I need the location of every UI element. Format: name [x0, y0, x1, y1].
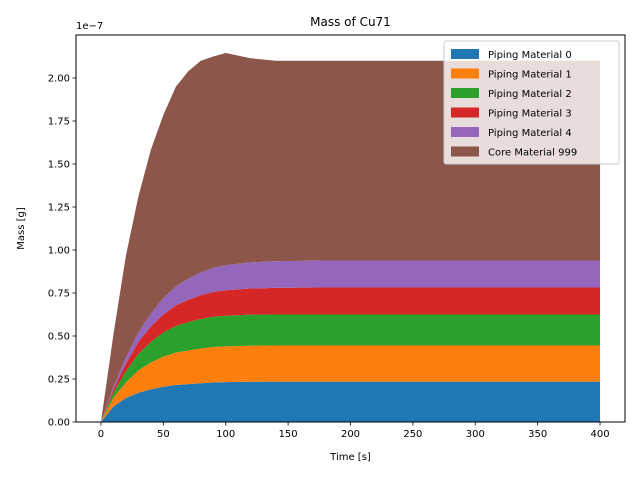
x-tick-label: 350: [528, 429, 547, 440]
legend-label: Piping Material 3: [488, 109, 572, 120]
area-series-3: [100, 287, 601, 422]
legend-swatch: [451, 107, 479, 118]
x-tick-label: 200: [341, 429, 360, 440]
y-tick-label: 0.00: [48, 418, 70, 429]
legend-label: Core Material 999: [488, 148, 577, 159]
legend-label: Piping Material 0: [488, 50, 572, 61]
x-tick-label: 50: [157, 429, 170, 440]
x-tick-label: 400: [590, 429, 609, 440]
chart-title: Mass of Cu71: [310, 15, 391, 29]
y-tick-label: 0.75: [48, 289, 70, 300]
y-tick-label: 0.25: [48, 375, 70, 386]
area-series-2: [100, 314, 601, 422]
y-tick-label: 1.25: [48, 203, 70, 214]
legend: Piping Material 0 Piping Material 1 Piping…: [443, 40, 620, 165]
x-tick-label: 250: [403, 429, 422, 440]
area-series-0: [100, 381, 601, 422]
y-tick-label: 1.50: [48, 160, 70, 171]
legend-swatch: [451, 68, 479, 79]
legend-swatch: [451, 88, 479, 98]
y-tick-label: 2.00: [48, 74, 70, 85]
area-series-1: [100, 345, 601, 422]
y-axis-label: Mass [g]: [16, 207, 27, 250]
legend-swatch: [451, 127, 479, 137]
x-tick-label: 300: [466, 429, 485, 440]
legend-label: Piping Material 2: [488, 89, 572, 100]
legend-box: [443, 40, 620, 165]
x-tick-label: 0: [98, 429, 104, 440]
y-tick-label: 1.75: [48, 117, 70, 128]
area-series-4: [100, 260, 601, 422]
x-ticks: 0 50 100 150 200 250 300 350 400: [98, 422, 610, 440]
y-tick-label: 1.00: [48, 246, 70, 257]
legend-swatch: [451, 146, 479, 157]
x-tick-label: 100: [216, 429, 235, 440]
legend-swatch: [451, 49, 479, 59]
y-offset-text: 1e−7: [76, 21, 103, 32]
y-ticks: 0.00 0.25 0.50 0.75 1.00 1.25 1.50 1.75 2.00: [48, 74, 76, 429]
legend-label: Piping Material 1: [488, 70, 572, 81]
x-axis-label: Time [s]: [329, 452, 371, 463]
x-tick-label: 150: [279, 429, 298, 440]
y-tick-label: 0.50: [48, 332, 70, 343]
legend-label: Piping Material 4: [488, 128, 572, 139]
